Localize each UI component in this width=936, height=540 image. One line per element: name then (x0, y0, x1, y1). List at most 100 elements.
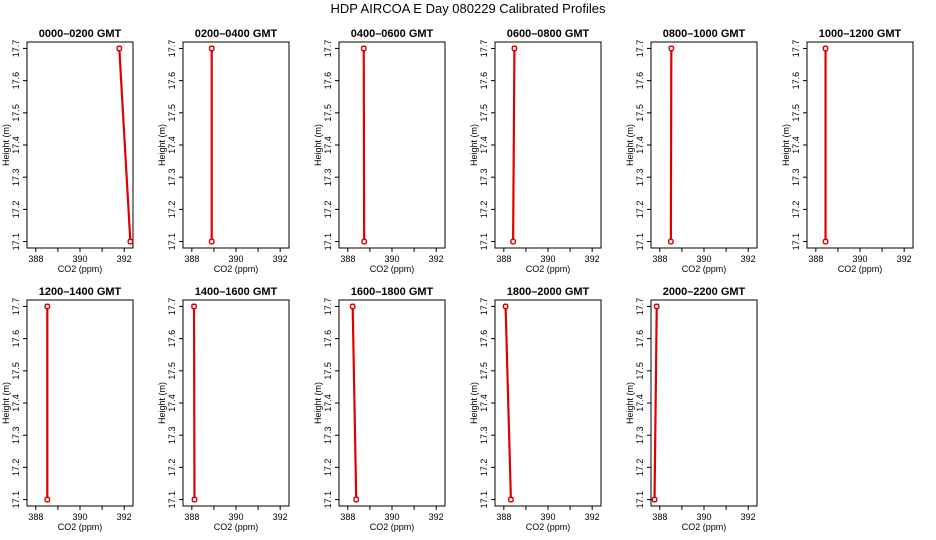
y-tick-label: 17.2 (167, 459, 177, 477)
x-tick-label: 392 (429, 254, 444, 264)
panel-title: 2000–2200 GMT (663, 286, 746, 298)
y-tick-label: 17.1 (791, 233, 801, 251)
y-axis-label: Height (m) (157, 382, 167, 424)
y-tick-label: 17.2 (167, 201, 177, 219)
plot-frame (26, 41, 134, 249)
y-tick-label: 17.3 (11, 168, 21, 186)
x-tick-label: 390 (228, 512, 243, 522)
x-axis-label: CO2 (ppm) (214, 264, 259, 274)
y-tick-label: 17.5 (167, 362, 177, 380)
x-tick-label: 390 (228, 254, 243, 264)
y-tick-label: 17.5 (479, 362, 489, 380)
x-axis-label: CO2 (ppm) (370, 264, 415, 274)
x-tick-label: 390 (384, 512, 399, 522)
y-tick-label: 17.2 (635, 201, 645, 219)
x-tick-label: 392 (273, 512, 288, 522)
x-tick-label: 388 (496, 512, 511, 522)
profile-panel: 0400–0600 GMT 388 390 392 CO2 (ppm) 17.1 17.2 1… (313, 28, 446, 274)
x-tick-label: 388 (184, 512, 199, 522)
y-tick-label: 17.2 (479, 459, 489, 477)
y-axis-label: Height (m) (469, 382, 479, 424)
x-axis-label: CO2 (ppm) (526, 264, 571, 274)
y-tick-label: 17.6 (11, 330, 21, 348)
y-axis-label: Height (m) (157, 124, 167, 166)
plot-frame (650, 41, 758, 249)
x-tick-label: 390 (540, 512, 555, 522)
panel-title: 0400–0600 GMT (351, 28, 434, 40)
y-tick-label: 17.7 (635, 40, 645, 58)
y-tick-label: 17.2 (635, 459, 645, 477)
profile-point (349, 303, 356, 310)
y-tick-label: 17.3 (791, 168, 801, 186)
y-tick-label: 17.6 (167, 72, 177, 90)
y-tick-label: 17.2 (11, 201, 21, 219)
y-tick-label: 17.3 (635, 168, 645, 186)
profile-point (668, 45, 675, 52)
profile-line (504, 306, 512, 500)
x-tick-label: 388 (184, 254, 199, 264)
x-tick-label: 388 (28, 254, 43, 264)
y-tick-label: 17.2 (323, 459, 333, 477)
y-tick-label: 17.4 (791, 136, 801, 154)
y-tick-label: 17.1 (167, 233, 177, 251)
y-tick-label: 17.6 (11, 72, 21, 90)
x-axis-label: CO2 (ppm) (58, 264, 103, 274)
y-tick-label: 17.1 (635, 233, 645, 251)
y-tick-label: 17.5 (323, 104, 333, 122)
y-tick-label: 17.6 (167, 330, 177, 348)
page-title: HDP AIRCOA E Day 080229 Calibrated Profi… (330, 1, 606, 16)
x-axis-label: CO2 (ppm) (58, 522, 103, 532)
y-axis-label: Height (m) (781, 124, 791, 166)
profile-point (511, 45, 518, 52)
panel-title: 0200–0400 GMT (195, 28, 278, 40)
y-tick-label: 17.3 (167, 168, 177, 186)
x-tick-label: 388 (340, 512, 355, 522)
y-tick-label: 17.5 (791, 104, 801, 122)
profile-point (508, 496, 514, 503)
y-tick-label: 17.2 (11, 459, 21, 477)
profile-point (116, 45, 123, 52)
x-tick-label: 392 (117, 254, 132, 264)
panel-title: 1400–1600 GMT (195, 286, 278, 298)
profile-point (502, 303, 509, 310)
x-tick-label: 392 (741, 512, 756, 522)
y-tick-label: 17.4 (323, 136, 333, 154)
y-axis-label: Height (m) (1, 382, 11, 424)
y-tick-label: 17.7 (11, 40, 21, 58)
y-tick-label: 17.2 (323, 201, 333, 219)
y-tick-label: 17.1 (479, 491, 489, 509)
y-tick-label: 17.7 (791, 40, 801, 58)
y-tick-label: 17.5 (635, 362, 645, 380)
profile-point (361, 238, 368, 245)
y-axis-label: Height (m) (469, 124, 479, 166)
x-tick-label: 390 (72, 254, 87, 264)
y-axis-label: Height (m) (313, 124, 323, 166)
y-tick-label: 17.5 (11, 362, 21, 380)
x-tick-label: 392 (585, 512, 600, 522)
profile-panel: 1200–1400 GMT 388 390 392 CO2 (ppm) 17.1 17.2 1… (1, 286, 134, 532)
x-axis-label: CO2 (ppm) (526, 522, 571, 532)
y-tick-label: 17.6 (323, 72, 333, 90)
x-tick-label: 390 (696, 512, 711, 522)
profile-point (822, 238, 829, 245)
y-tick-label: 17.1 (11, 233, 21, 251)
plot-frame (182, 41, 290, 249)
y-tick-label: 17.1 (479, 233, 489, 251)
y-tick-label: 17.6 (479, 330, 489, 348)
y-tick-label: 17.5 (11, 104, 21, 122)
x-tick-label: 392 (741, 254, 756, 264)
y-axis-label: Height (m) (1, 124, 11, 166)
panel-title: 1200–1400 GMT (39, 286, 122, 298)
y-axis-label: Height (m) (625, 382, 635, 424)
x-tick-label: 392 (429, 512, 444, 522)
x-tick-label: 392 (273, 254, 288, 264)
y-tick-label: 17.3 (11, 426, 21, 444)
y-axis-label: Height (m) (313, 382, 323, 424)
profile-point (360, 45, 367, 52)
x-tick-label: 390 (540, 254, 555, 264)
y-tick-label: 17.1 (11, 491, 21, 509)
y-tick-label: 17.2 (791, 201, 801, 219)
profile-point (651, 496, 658, 503)
y-tick-label: 17.7 (323, 40, 333, 58)
profile-line (653, 306, 658, 500)
